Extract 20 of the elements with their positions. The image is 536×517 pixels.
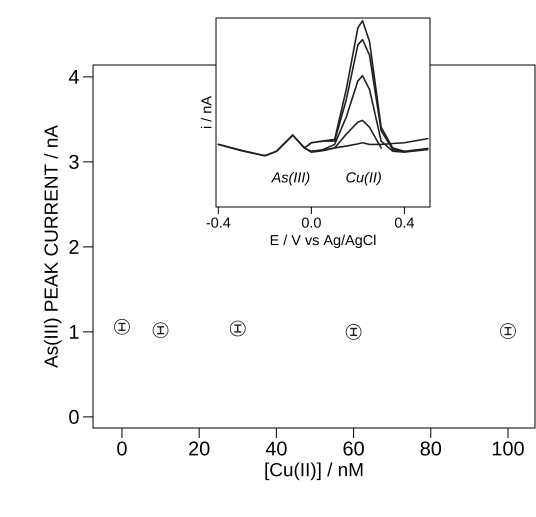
x-tick-label: 80 <box>420 442 442 456</box>
x-tick-label: 100 <box>492 442 524 456</box>
x-tick-label: 20 <box>189 442 210 456</box>
x-tick-label: 0 <box>117 442 127 456</box>
x-tick-label: 60 <box>344 442 364 456</box>
x-axis-title: E / V vs Ag/AgCl <box>270 234 376 248</box>
y-tick-label: 0 <box>69 410 79 424</box>
x-tick-label: 0.0 <box>302 218 321 228</box>
y-tick-label: 2 <box>69 240 78 254</box>
y-tick-label: 3 <box>69 154 79 169</box>
x-tick-label: 40 <box>266 442 287 456</box>
y-tick-label: 4 <box>68 70 79 84</box>
x-tick-label: 0.4 <box>394 218 414 228</box>
y-tick-label: 1 <box>70 325 79 339</box>
annotation: Cu(II) <box>346 172 381 186</box>
annotation: As(III) <box>270 172 310 186</box>
y-axis-title: As(III) PEAK CURRENT / nA <box>44 125 62 368</box>
x-tick-label: -0.4 <box>206 218 230 228</box>
y-axis-title: i / nA <box>200 96 212 128</box>
x-axis-title: [Cu(II)] / nM <box>265 462 362 480</box>
